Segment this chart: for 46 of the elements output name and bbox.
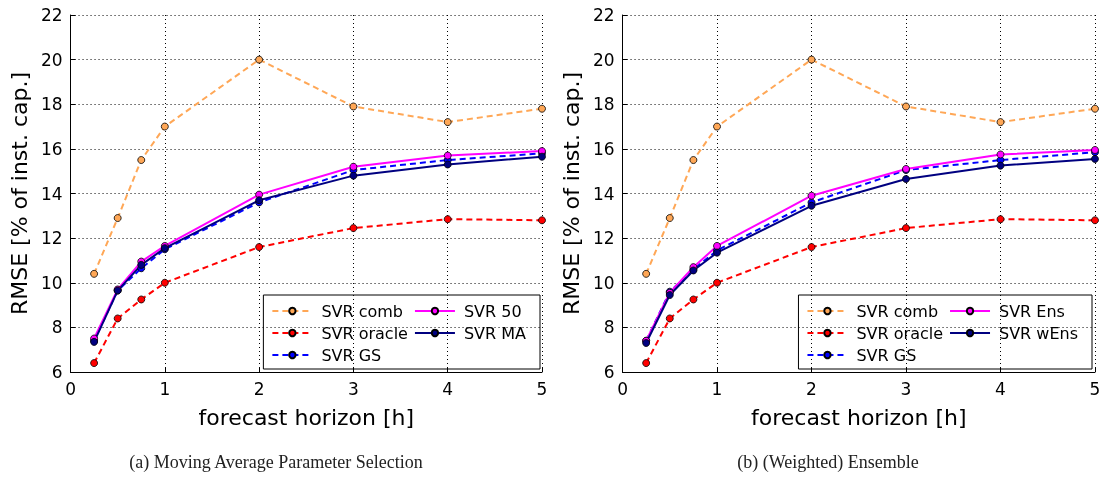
text: (b) (Weighted) Ensemble — [737, 452, 919, 473]
legend-label: SVR wEns — [999, 323, 1079, 343]
y-tick-label: 18 — [40, 94, 63, 115]
legend-label: SVR MA — [463, 323, 527, 343]
legend-label: SVR GS — [321, 345, 382, 365]
x-tick-label: 0 — [65, 378, 76, 399]
x-tick-label: 4 — [442, 378, 454, 399]
y-tick-label: 14 — [40, 183, 63, 204]
y-tick-label: 12 — [40, 228, 63, 249]
legend-label: SVR oracle — [321, 323, 408, 343]
x-tick-label: 2 — [253, 378, 265, 399]
y-tick-label: 16 — [40, 138, 63, 159]
legend-label: SVR comb — [321, 301, 404, 321]
legend-label: SVR oracle — [856, 323, 944, 343]
legend-label: SVR comb — [856, 301, 939, 321]
y-tick-label: 8 — [51, 317, 63, 338]
legend-label: SVR 50 — [463, 301, 522, 321]
y-tick-label: 12 — [592, 228, 615, 249]
x-tick-label: 1 — [711, 378, 723, 399]
x-tick-label: 3 — [900, 378, 912, 399]
x-tick-label: 3 — [348, 378, 359, 399]
legend-label: SVR Ens — [999, 301, 1065, 321]
x-tick-label: 4 — [995, 378, 1006, 399]
y-tick-label: 14 — [592, 183, 615, 204]
text: (a) Moving Average Parameter Selection — [129, 452, 423, 473]
y-tick-label: 10 — [592, 272, 615, 293]
y-axis-title: RMSE [% of inst. cap.] — [558, 71, 584, 316]
y-tick-label: 18 — [592, 94, 615, 115]
y-tick-label: 8 — [603, 317, 615, 338]
x-tick-label: 1 — [159, 378, 171, 399]
y-tick-label: 22 — [40, 5, 63, 25]
x-axis-title: forecast horizon [h] — [750, 404, 967, 430]
y-tick-label: 22 — [592, 5, 615, 25]
y-tick-label: 10 — [40, 272, 63, 293]
x-tick-label: 5 — [1089, 378, 1101, 399]
y-tick-label: 6 — [603, 362, 615, 382]
x-axis-title: forecast horizon [h] — [198, 404, 415, 430]
y-axis-title: RMSE [% of inst. cap.] — [6, 71, 32, 316]
y-tick-label: 16 — [592, 138, 615, 159]
y-tick-label: 20 — [40, 49, 63, 70]
legend-label: SVR GS — [856, 345, 917, 365]
x-tick-label: 0 — [617, 378, 628, 399]
x-tick-label: 5 — [536, 378, 548, 399]
y-tick-label: 6 — [51, 362, 63, 382]
y-tick-label: 20 — [592, 49, 615, 70]
x-tick-label: 2 — [806, 378, 817, 399]
